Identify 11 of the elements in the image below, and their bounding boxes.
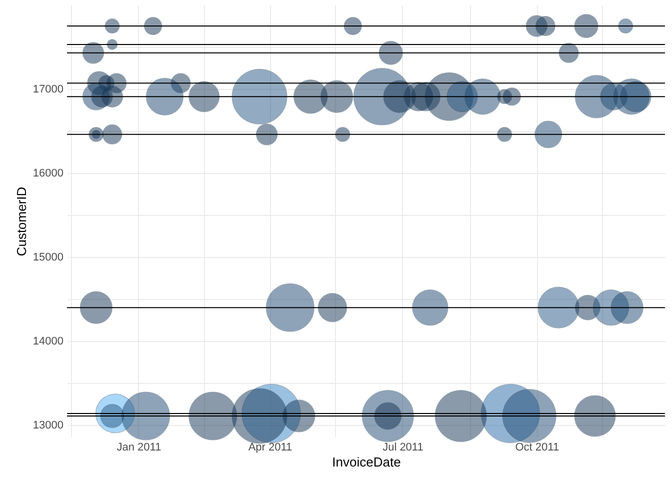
x-tick-label: Jan 2011 — [116, 442, 162, 454]
x-tick-label: Oct 2011 — [515, 442, 560, 454]
y-tick-label: 15000 — [32, 252, 64, 264]
y-axis-title: CustomerID — [14, 186, 29, 256]
x-tick-label: Apr 2011 — [248, 442, 292, 454]
y-tick-label: 13000 — [32, 420, 64, 432]
y-tick-label: 16000 — [32, 168, 64, 180]
x-tick-label: Jul 2011 — [382, 442, 424, 454]
y-tick-label: 17000 — [32, 84, 64, 96]
y-tick-label: 14000 — [32, 336, 64, 348]
x-axis-title: InvoiceDate — [332, 454, 401, 470]
